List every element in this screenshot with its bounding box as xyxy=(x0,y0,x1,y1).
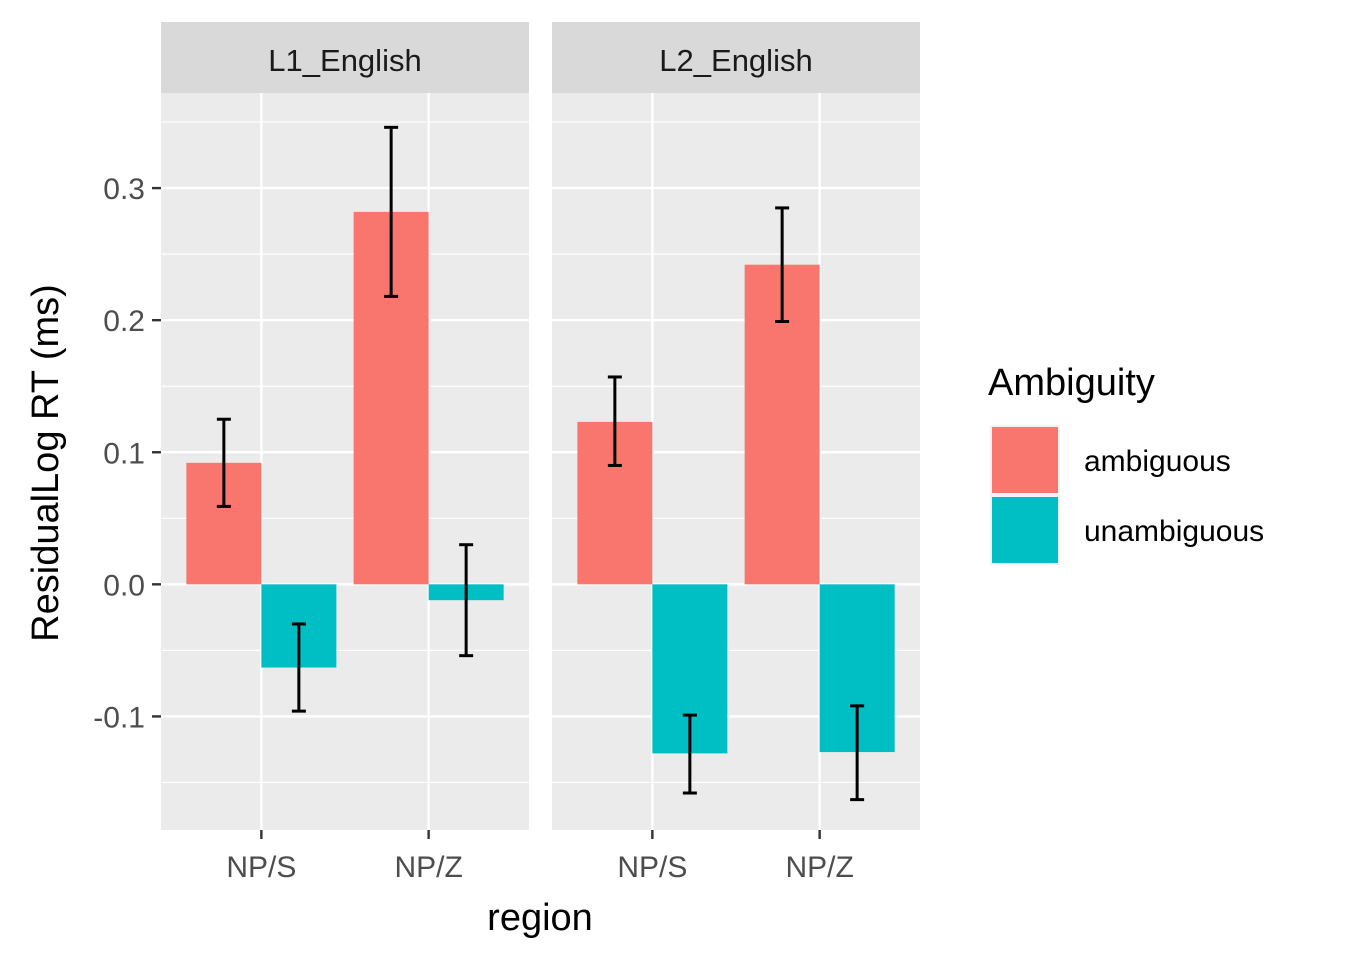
y-tick-label: 0.0 xyxy=(103,569,145,602)
y-tick-label: 0.3 xyxy=(103,173,145,206)
legend: Ambiguity ambiguous unambiguous xyxy=(988,362,1264,565)
chart-panels: L1_English NP/S NP/Z L2_English NP/S NP/Z xyxy=(161,22,920,884)
legend-label-unambiguous: unambiguous xyxy=(1084,515,1264,548)
error-bar-unambiguous-L1_English-NP/S xyxy=(291,622,306,713)
x-tick-label: NP/Z xyxy=(785,851,853,884)
facet-strip xyxy=(552,22,920,93)
x-tick-label: NP/S xyxy=(226,851,296,884)
error-bar-ambiguous-L2_English-NP/Z xyxy=(775,206,790,323)
panel-background xyxy=(161,93,529,830)
facet-strip-label: L1_English xyxy=(268,43,421,78)
y-axis-title: ResidualLog RT (ms) xyxy=(25,284,67,642)
error-bar-unambiguous-L1_English-NP/Z xyxy=(459,543,474,658)
y-tick-label: -0.1 xyxy=(93,701,145,734)
legend-title: Ambiguity xyxy=(988,362,1155,404)
facet-strip xyxy=(161,22,529,93)
error-bar-unambiguous-L2_English-NP/Z xyxy=(850,704,865,802)
facet-panel-L1_English: L1_English NP/S NP/Z xyxy=(161,22,529,884)
y-tick-label: 0.1 xyxy=(103,437,145,470)
legend-key-unambiguous xyxy=(992,497,1058,563)
facet-panel-L2_English: L2_English NP/S NP/Z xyxy=(552,22,920,884)
y-axis: -0.1 0.0 0.1 0.2 0.3 xyxy=(93,173,161,734)
legend-key-ambiguous xyxy=(992,427,1058,493)
error-bar-ambiguous-L2_English-NP/S xyxy=(607,375,622,467)
legend-label-ambiguous: ambiguous xyxy=(1084,445,1231,478)
x-axis-title: region xyxy=(487,897,593,939)
x-tick-label: NP/S xyxy=(617,851,687,884)
error-bar-ambiguous-L1_English-NP/Z xyxy=(384,125,399,298)
x-tick-label: NP/Z xyxy=(394,851,462,884)
facet-strip-label: L2_English xyxy=(659,43,812,78)
error-bar-unambiguous-L2_English-NP/S xyxy=(682,713,697,795)
error-bar-ambiguous-L1_English-NP/S xyxy=(216,417,231,508)
y-tick-label: 0.2 xyxy=(103,305,145,338)
